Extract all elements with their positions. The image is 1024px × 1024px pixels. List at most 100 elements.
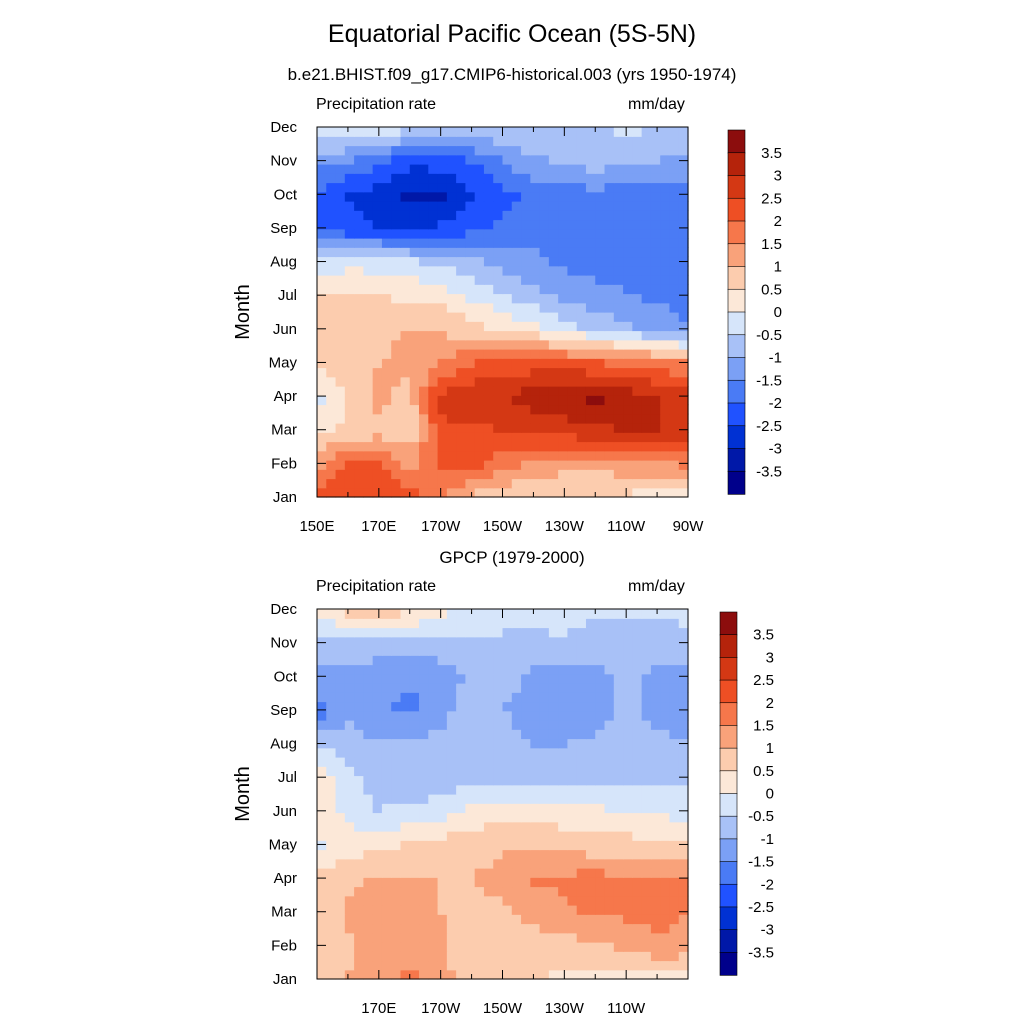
- gpcp-cell: [381, 701, 392, 712]
- gpcp-cell: [650, 812, 661, 823]
- gpcp-cell: [483, 821, 494, 832]
- model-cell: [576, 312, 587, 322]
- model-cell: [669, 441, 680, 452]
- model-cell: [381, 164, 392, 174]
- model-cell: [483, 312, 494, 322]
- model-cell: [335, 247, 346, 258]
- model-cell: [604, 302, 615, 313]
- gpcp-cell: [623, 618, 633, 629]
- model-cell: [558, 164, 569, 174]
- model-cell: [576, 469, 587, 480]
- gpcp-cell: [521, 775, 531, 786]
- model-cell: [502, 228, 513, 239]
- model-cell: [678, 395, 689, 406]
- model-variable-label: Precipitation rate: [316, 96, 437, 113]
- model-cell: [623, 358, 633, 369]
- gpcp-cell: [558, 775, 569, 786]
- gpcp-cell: [585, 655, 596, 666]
- model-cell: [567, 173, 578, 184]
- gpcp-cell: [354, 729, 364, 740]
- gpcp-cell: [381, 747, 392, 758]
- model-cell: [585, 423, 596, 433]
- model-cell: [521, 275, 531, 285]
- model-cell: [660, 469, 671, 480]
- gpcp-cell: [363, 738, 374, 749]
- model-cell: [428, 432, 439, 443]
- gpcp-cell: [548, 895, 559, 906]
- gpcp-cell: [456, 729, 467, 740]
- gpcp-cell: [381, 766, 392, 777]
- gpcp-cell: [595, 821, 606, 832]
- gpcp-cell: [372, 655, 383, 666]
- model-cell: [474, 376, 485, 387]
- model-cell: [632, 145, 643, 156]
- gpcp-cell: [354, 969, 364, 980]
- model-cell: [539, 265, 550, 276]
- model-cell: [391, 432, 402, 443]
- model-cell: [660, 127, 671, 137]
- model-cell: [669, 386, 680, 396]
- gpcp-cell: [604, 646, 615, 656]
- model-cell: [650, 201, 661, 211]
- model-cell: [548, 423, 559, 433]
- gpcp-cell: [558, 840, 569, 851]
- model-cell: [669, 321, 680, 332]
- model-cell: [428, 395, 439, 406]
- model-cell: [474, 460, 485, 470]
- model-cell: [502, 358, 513, 369]
- model-cell: [585, 145, 596, 156]
- model-cell: [576, 145, 587, 156]
- model-cell: [576, 395, 587, 406]
- model-cell: [567, 312, 578, 322]
- gpcp-cell: [650, 701, 661, 712]
- gpcp-cell: [511, 895, 522, 906]
- model-cell: [585, 256, 596, 267]
- gpcp-cell: [493, 914, 504, 925]
- gpcp-cell: [372, 710, 383, 721]
- gpcp-cell: [511, 877, 522, 888]
- gpcp-cell: [511, 858, 522, 869]
- model-cell: [585, 450, 596, 461]
- model-cell: [576, 228, 587, 239]
- model-cell: [391, 367, 402, 378]
- gpcp-cell: [335, 609, 346, 619]
- gpcp-cell: [669, 609, 680, 619]
- gpcp-cell: [391, 683, 402, 693]
- gpcp-cell: [632, 720, 643, 730]
- gpcp-cell: [465, 766, 476, 777]
- gpcp-cell: [326, 886, 337, 897]
- gpcp-cell: [604, 627, 615, 638]
- gpcp-cell: [632, 877, 643, 888]
- model-cell: [474, 302, 485, 313]
- model-cell: [548, 321, 559, 332]
- gpcp-cell: [409, 831, 420, 841]
- model-cell: [317, 441, 327, 452]
- model-cell: [456, 173, 467, 184]
- model-cell: [437, 330, 448, 341]
- model-cell: [678, 293, 689, 304]
- model-cell: [391, 460, 402, 470]
- gpcp-cell: [604, 757, 615, 767]
- model-cell: [483, 469, 494, 480]
- gpcp-cell: [585, 720, 596, 730]
- gpcp-cell: [493, 710, 504, 721]
- model-cell: [381, 173, 392, 184]
- model-cell: [335, 284, 346, 295]
- gpcp-cell: [558, 831, 569, 841]
- gpcp-cell: [548, 914, 559, 925]
- model-cell: [650, 154, 661, 165]
- gpcp-y-tick-label: Jun: [273, 803, 297, 820]
- model-cell: [678, 487, 689, 498]
- gpcp-cell: [576, 969, 587, 980]
- model-cell: [530, 191, 541, 202]
- model-cell: [502, 154, 513, 165]
- model-cell: [409, 238, 420, 248]
- gpcp-cell: [539, 905, 550, 915]
- gpcp-cell: [372, 895, 383, 906]
- model-cell: [641, 191, 652, 202]
- gpcp-cell: [585, 942, 596, 952]
- gpcp-cell: [530, 849, 541, 860]
- model-cell: [465, 228, 476, 239]
- gpcp-cell: [576, 618, 587, 629]
- model-cell: [632, 302, 643, 313]
